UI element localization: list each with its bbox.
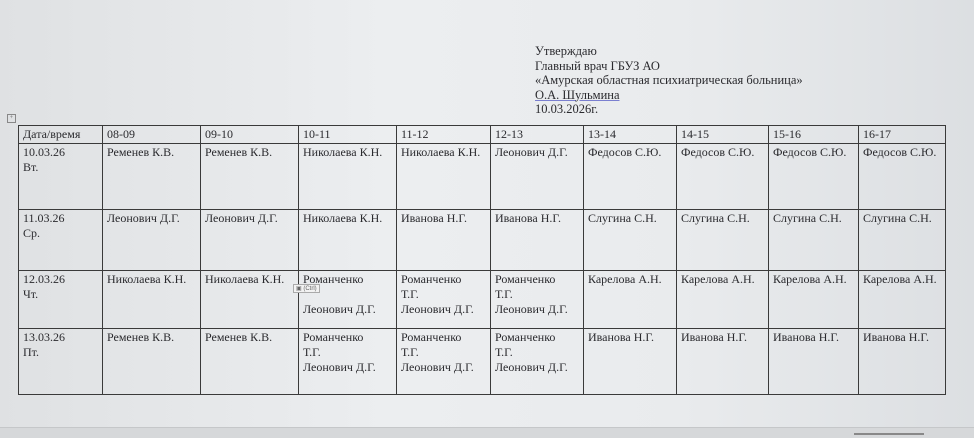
schedule-cell[interactable]: Ременев К.В.	[200, 143, 299, 210]
schedule-cell[interactable]: Слугина С.Н.	[768, 209, 859, 271]
paste-options-button[interactable]: ▣ (Ctrl)	[293, 284, 320, 293]
schedule-cell[interactable]: Леонович Д.Г.	[102, 209, 201, 271]
schedule-cell[interactable]: Николаева К.Н.	[200, 270, 299, 329]
schedule-cell[interactable]: Ременев К.В.	[102, 328, 201, 395]
schedule-cell[interactable]: Иванова Н.Г.	[858, 328, 946, 395]
schedule-cell[interactable]: Леонович Д.Г.	[200, 209, 299, 271]
column-header: 15-16	[768, 125, 859, 144]
approval-title: Утверждаю	[535, 44, 597, 58]
column-header: 08-09	[102, 125, 201, 144]
column-header: Дата/время	[18, 125, 103, 144]
schedule-cell[interactable]: Романченко Т.Г. Леонович Д.Г.	[396, 328, 491, 395]
approval-date: 10.03.2026г.	[535, 102, 599, 116]
schedule-cell[interactable]: Романченко Леонович Д.Г.	[298, 270, 397, 329]
date-cell[interactable]: 11.03.26 Ср.	[18, 209, 103, 271]
schedule-cell[interactable]: Слугина С.Н.	[676, 209, 769, 271]
schedule-table: Дата/время 08-09 09-10 10-11 11-12 12-13 13-14…	[18, 125, 946, 395]
schedule-cell[interactable]: Николаева К.Н.	[298, 143, 397, 210]
schedule-cell[interactable]: Романченко Т.Г. Леонович Д.Г.	[490, 270, 584, 329]
schedule-cell[interactable]: Слугина С.Н.	[583, 209, 677, 271]
schedule-cell[interactable]: Николаева К.Н.	[396, 143, 491, 210]
schedule-cell[interactable]: Федосов С.Ю.	[676, 143, 769, 210]
schedule-cell[interactable]: Ременев К.В.	[102, 143, 201, 210]
column-header: 14-15	[676, 125, 769, 144]
approval-organization: «Амурская областная психиатрическая боль…	[535, 73, 803, 87]
schedule-cell[interactable]: Иванова Н.Г.	[490, 209, 584, 271]
clipboard-icon: ▣	[296, 286, 302, 292]
table-move-handle-icon[interactable]: +	[7, 114, 16, 123]
schedule-cell[interactable]: Ременев К.В.	[200, 328, 299, 395]
schedule-cell[interactable]: Слугина С.Н.	[858, 209, 946, 271]
date-cell[interactable]: 10.03.26 Вт.	[18, 143, 103, 210]
approval-block: Утверждаю Главный врач ГБУЗ АО «Амурская…	[535, 44, 803, 117]
column-header: 12-13	[490, 125, 584, 144]
approval-position: Главный врач ГБУЗ АО	[535, 58, 660, 73]
schedule-cell[interactable]: Иванова Н.Г.	[396, 209, 491, 271]
schedule-cell[interactable]: Федосов С.Ю.	[583, 143, 677, 210]
schedule-cell[interactable]: Романченко Т.Г. Леонович Д.Г.	[298, 328, 397, 395]
table-row: 10.03.26 Вт. Ременев К.В. Ременев К.В. Нико…	[18, 143, 946, 210]
status-bar	[0, 427, 974, 438]
schedule-cell[interactable]: Карелова А.Н.	[583, 270, 677, 329]
column-header: 10-11	[298, 125, 397, 144]
schedule-cell[interactable]: Романченко Т.Г. Леонович Д.Г.	[396, 270, 491, 329]
table-header-row: Дата/время 08-09 09-10 10-11 11-12 12-13 13-14…	[18, 125, 946, 144]
approval-signatory: О.А. Шульмина	[535, 87, 620, 102]
schedule-cell[interactable]: Федосов С.Ю.	[858, 143, 946, 210]
column-header: 09-10	[200, 125, 299, 144]
schedule-cell[interactable]: Леонович Д.Г.	[490, 143, 584, 210]
schedule-cell[interactable]: Карелова А.Н.	[676, 270, 769, 329]
date-cell[interactable]: 13.03.26 Пт.	[18, 328, 103, 395]
schedule-cell[interactable]: Романченко Т.Г. Леонович Д.Г.	[490, 328, 584, 395]
column-header: 11-12	[396, 125, 491, 144]
table-row: 12.03.26 Чт. Николаева К.Н. Николаева К.Н.…	[18, 270, 946, 329]
schedule-cell[interactable]: Федосов С.Ю.	[768, 143, 859, 210]
column-header: 13-14	[583, 125, 677, 144]
table-row: 13.03.26 Пт. Ременев К.В. Ременев К.В. Рома…	[18, 328, 946, 395]
schedule-cell[interactable]: Карелова А.Н.	[768, 270, 859, 329]
schedule-cell[interactable]: Иванова Н.Г.	[676, 328, 769, 395]
column-header: 16-17	[858, 125, 946, 144]
schedule-cell[interactable]: Николаева К.Н.	[298, 209, 397, 271]
date-cell[interactable]: 12.03.26 Чт.	[18, 270, 103, 329]
table-row: 11.03.26 Ср. Леонович Д.Г. Леонович Д.Г. Ни…	[18, 209, 946, 271]
schedule-cell[interactable]: Карелова А.Н.	[858, 270, 946, 329]
paste-options-label: (Ctrl)	[303, 286, 317, 292]
schedule-cell[interactable]: Иванова Н.Г.	[768, 328, 859, 395]
schedule-cell[interactable]: Николаева К.Н.	[102, 270, 201, 329]
schedule-cell[interactable]: Иванова Н.Г.	[583, 328, 677, 395]
zoom-slider[interactable]	[854, 433, 924, 435]
